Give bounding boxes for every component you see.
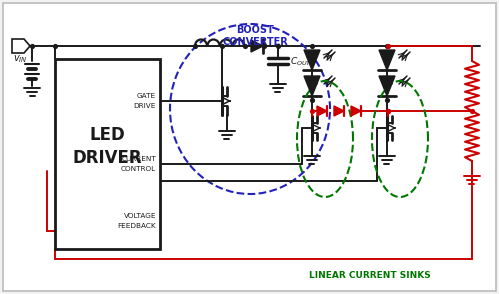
- Polygon shape: [304, 50, 320, 70]
- Text: LINEAR CURRENT SINKS: LINEAR CURRENT SINKS: [309, 271, 431, 280]
- Text: DRIVER: DRIVER: [73, 149, 142, 167]
- Polygon shape: [251, 40, 263, 52]
- Text: FEEDBACK: FEEDBACK: [117, 223, 156, 229]
- Text: $v_{IN}$: $v_{IN}$: [12, 53, 27, 65]
- Text: CONTROL: CONTROL: [121, 166, 156, 172]
- Polygon shape: [334, 106, 344, 116]
- Polygon shape: [304, 76, 320, 96]
- FancyBboxPatch shape: [55, 59, 160, 249]
- Polygon shape: [351, 106, 361, 116]
- Text: GATE: GATE: [137, 93, 156, 99]
- Text: $C_{OUT}$: $C_{OUT}$: [290, 56, 312, 68]
- Text: LED: LED: [90, 126, 125, 144]
- Polygon shape: [12, 39, 30, 53]
- Text: CURRENT: CURRENT: [121, 156, 156, 162]
- Polygon shape: [379, 76, 395, 96]
- Text: DRIVE: DRIVE: [134, 103, 156, 109]
- FancyBboxPatch shape: [3, 3, 496, 291]
- Polygon shape: [317, 106, 327, 116]
- Text: BOOST
CONVERTER: BOOST CONVERTER: [222, 25, 288, 47]
- Polygon shape: [379, 50, 395, 70]
- Text: VOLTAGE: VOLTAGE: [123, 213, 156, 219]
